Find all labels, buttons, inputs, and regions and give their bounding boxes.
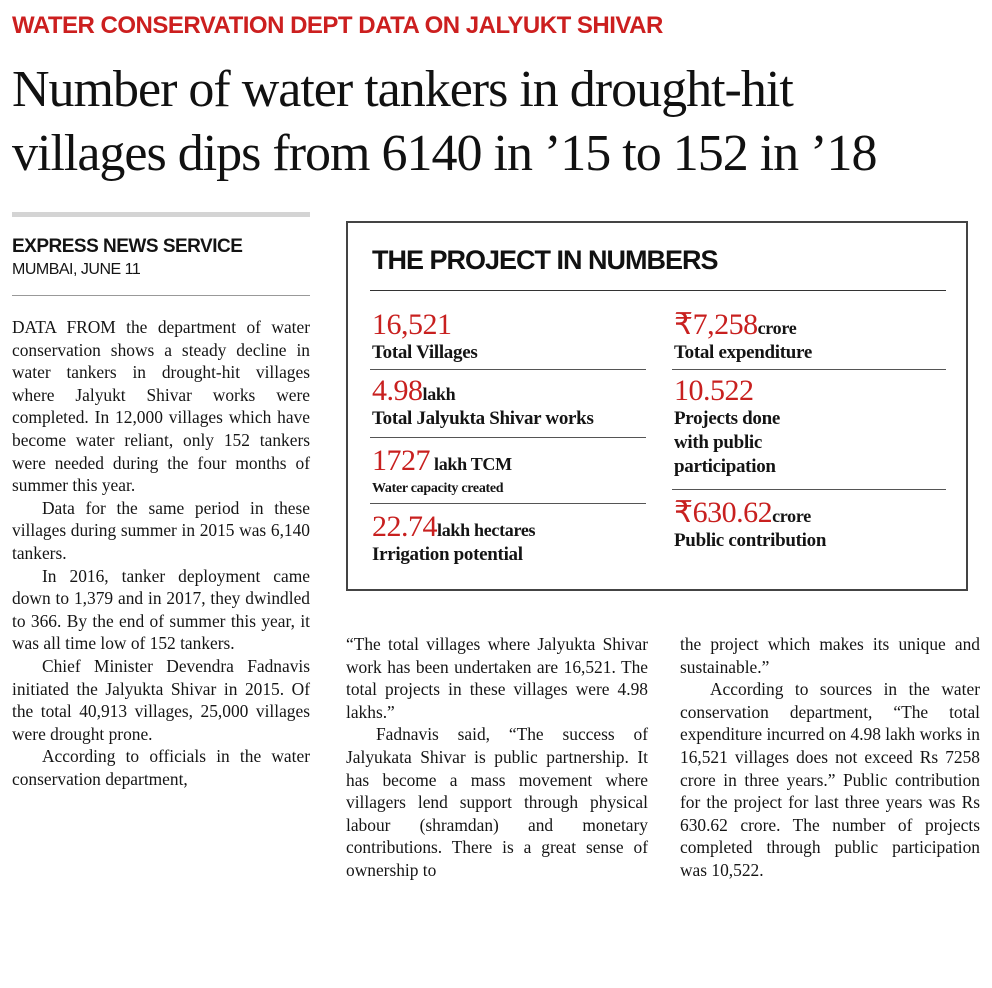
stat-water-capacity: 1727 lakh TCM Water capacity created	[372, 445, 512, 501]
headline: Number of water tankers in drought-hit v…	[12, 58, 980, 186]
stat-unit: lakh TCM	[434, 454, 512, 474]
stat-label: Irrigation potential	[372, 544, 523, 565]
stat-divider	[370, 369, 646, 370]
stat-public-projects: 10.522 Projects done with public partici…	[674, 375, 780, 479]
stat-label-line: with public	[674, 432, 763, 453]
headline-line-2: villages dips from 6140 in ’15 to 152 in…	[12, 125, 877, 182]
paragraph: According to sources in the water conser…	[680, 679, 980, 880]
paragraph: DATA FROM the department of water conser…	[12, 317, 310, 496]
stat-divider	[370, 503, 646, 504]
stat-value: ₹7,258	[674, 308, 758, 341]
paragraph: the project which makes its unique and s…	[680, 634, 980, 677]
stat-unit: crore	[772, 506, 811, 526]
byline: EXPRESS NEWS SERVICE	[12, 236, 243, 257]
paragraph: Fadnavis said, “The success of Jalyukata…	[346, 724, 648, 880]
stat-label: Total expenditure	[674, 342, 812, 363]
stat-value: 4.98	[372, 374, 423, 407]
stat-total-expenditure: ₹7,258crore Total expenditure	[674, 309, 812, 365]
article-column-2: “The total villages where Jalyukta Shiva…	[346, 633, 648, 882]
byline-divider	[12, 295, 310, 296]
stat-unit: lakh	[422, 384, 456, 404]
byline-top-rule	[12, 212, 310, 217]
stat-value: 10.522	[674, 374, 754, 407]
paragraph: Data for the same period in these villag…	[12, 497, 310, 563]
project-numbers-box: THE PROJECT IN NUMBERS 16,521 Total Vill…	[346, 221, 968, 591]
paragraph: Chief Minister Devendra Fadnavis initiat…	[12, 655, 310, 744]
article-column-3: the project which makes its unique and s…	[680, 633, 980, 882]
stat-unit: lakh hectares	[437, 520, 536, 540]
box-title: THE PROJECT IN NUMBERS	[372, 245, 719, 275]
headline-line-1: Number of water tankers in drought-hit	[12, 61, 794, 118]
stat-value: 16,521	[372, 308, 452, 341]
stat-label-line: participation	[674, 456, 776, 477]
stat-divider	[672, 489, 946, 490]
stat-total-villages: 16,521 Total Villages	[372, 308, 478, 365]
stat-label: Public contribution	[674, 530, 827, 551]
stat-label-line: Projects done	[674, 408, 781, 429]
stat-label: Total Jalyukta Shivar works	[372, 408, 594, 429]
stat-divider	[672, 369, 946, 370]
paragraph: “The total villages where Jalyukta Shiva…	[346, 634, 648, 722]
stat-irrigation: 22.74lakh hectares Irrigation potential	[372, 510, 536, 567]
stat-unit: crore	[757, 318, 797, 338]
stat-value: 22.74	[372, 510, 438, 543]
article-column-1: DATA FROM the department of water conser…	[12, 316, 310, 790]
stat-total-works: 4.98lakh Total Jalyukta Shivar works	[372, 375, 594, 431]
stat-label: Total Villages	[372, 342, 478, 363]
paragraph: According to officials in the water cons…	[12, 746, 310, 789]
box-title-divider	[370, 290, 946, 291]
paragraph: In 2016, tanker deployment came down to …	[12, 565, 310, 654]
stat-value: 1727	[372, 444, 431, 477]
stat-value: ₹630.62	[674, 496, 773, 529]
section-kicker: WATER CONSERVATION DEPT DATA ON JALYUKT …	[12, 12, 663, 39]
dateline: MUMBAI, JUNE 11	[12, 261, 141, 278]
stat-public-contribution: ₹630.62crore Public contribution	[674, 497, 826, 553]
stat-divider	[370, 437, 646, 438]
stat-label: Water capacity created	[372, 481, 504, 496]
